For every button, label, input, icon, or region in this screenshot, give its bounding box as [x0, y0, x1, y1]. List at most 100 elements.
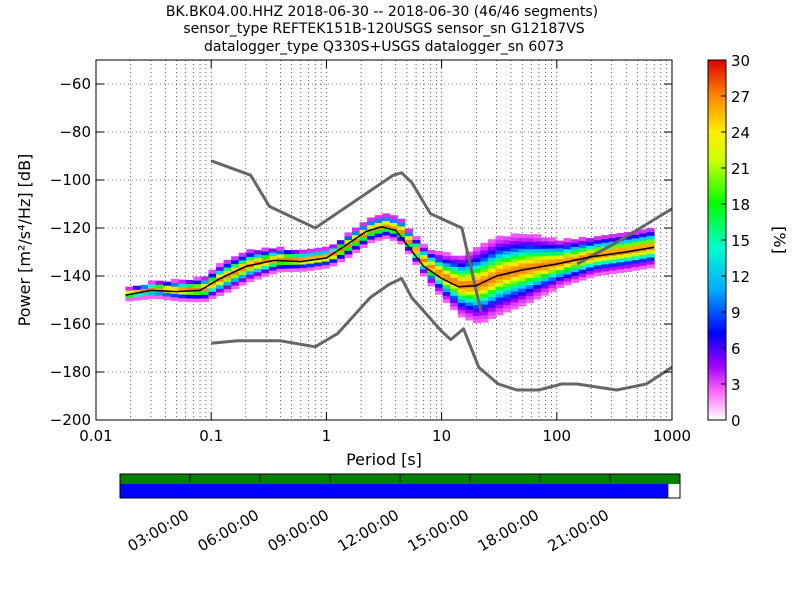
density-cell: [623, 260, 632, 265]
density-cell: [571, 268, 580, 273]
density-cell: [480, 318, 489, 323]
density-cell: [540, 287, 549, 292]
y-tick-label: −140: [50, 267, 91, 285]
density-cell: [200, 279, 209, 285]
density-cell: [367, 217, 376, 222]
density-cell: [510, 287, 519, 292]
density-cell: [231, 281, 240, 286]
density-cell: [510, 251, 519, 256]
density-cell: [208, 276, 217, 282]
y-tick-label: −60: [59, 75, 91, 93]
density-cell: [495, 242, 504, 247]
density-cell: [465, 273, 474, 278]
density-cell: [132, 296, 142, 301]
density-cell: [435, 265, 444, 270]
density-cell: [548, 240, 557, 245]
density-cell: [132, 292, 142, 298]
density-cell: [548, 269, 557, 274]
density-cell: [314, 262, 323, 267]
density-cell: [533, 280, 542, 286]
density-cell: [125, 293, 134, 298]
density-cell: [639, 229, 648, 234]
density-cell: [646, 256, 655, 261]
density-cell: [261, 254, 270, 259]
density-cell: [420, 247, 429, 252]
density-cell: [397, 229, 406, 234]
x-tick-label: 0.01: [79, 427, 112, 445]
density-cell: [487, 250, 497, 255]
density-cell: [465, 266, 474, 271]
density-cell: [487, 264, 497, 269]
density-cell: [495, 235, 504, 240]
density-cell: [170, 282, 179, 287]
density-cell: [216, 270, 225, 275]
density-cell: [178, 283, 187, 288]
density-cell: [495, 289, 504, 294]
density-cell: [616, 240, 625, 245]
density-cell: [329, 244, 338, 249]
x-tick-label: 1000: [653, 427, 691, 445]
density-cell: [231, 274, 240, 279]
density-cell: [503, 268, 512, 273]
density-cell: [178, 297, 187, 302]
density-cell: [450, 288, 459, 293]
density-cell: [238, 252, 247, 257]
density-cell: [639, 254, 648, 259]
colorbar-tick-label: 6: [731, 340, 741, 358]
density-cell: [480, 253, 489, 258]
density-cell: [623, 264, 632, 269]
density-cell: [465, 280, 474, 285]
density-cell: [382, 213, 391, 218]
y-tick-label: −200: [50, 411, 91, 429]
density-cell: [299, 260, 308, 265]
density-cell: [563, 241, 572, 246]
density-cell: [480, 296, 489, 301]
density-cell: [276, 250, 285, 255]
density-cell: [578, 265, 587, 270]
density-cell: [480, 286, 489, 291]
density-cell: [487, 289, 497, 294]
density-cell: [344, 250, 353, 255]
density-cell: [487, 282, 497, 287]
density-cell: [465, 294, 474, 299]
density-cell: [540, 284, 549, 289]
x-tick-label: 100: [542, 427, 571, 445]
density-cell: [472, 261, 481, 266]
density-cell: [540, 237, 549, 242]
density-cell: [231, 277, 240, 282]
density-cell: [284, 260, 293, 265]
density-cell: [253, 271, 262, 276]
timeline-tick-label: 15:00:00: [405, 506, 472, 555]
density-cell: [170, 293, 179, 298]
density-cell: [586, 252, 595, 257]
density-cell: [465, 291, 474, 296]
density-cell: [608, 266, 617, 271]
density-cell: [261, 265, 270, 270]
density-cell: [253, 257, 262, 262]
density-cell: [261, 251, 270, 256]
density-cell: [314, 247, 323, 252]
density-cell: [608, 244, 617, 249]
density-cell: [314, 265, 323, 270]
density-cell: [450, 298, 459, 303]
density-cell: [427, 282, 436, 287]
density-cell: [487, 286, 497, 291]
density-cell: [253, 268, 262, 273]
density-cell: [155, 291, 164, 296]
density-cell: [616, 261, 625, 266]
density-cell: [450, 306, 459, 311]
density-cell: [450, 255, 459, 260]
density-cell: [601, 271, 610, 276]
density-cell: [593, 236, 602, 241]
density-cell: [548, 284, 557, 289]
density-cell: [420, 272, 429, 277]
density-cell: [525, 284, 534, 289]
density-cell: [503, 257, 512, 262]
title-line-2: sensor_type REFTEK151B-120USGS sensor_sn…: [183, 21, 584, 37]
density-cell: [518, 248, 527, 253]
density-cell: [548, 287, 557, 292]
density-cell: [404, 250, 413, 255]
density-cell: [593, 268, 602, 273]
density-cell: [503, 304, 512, 309]
